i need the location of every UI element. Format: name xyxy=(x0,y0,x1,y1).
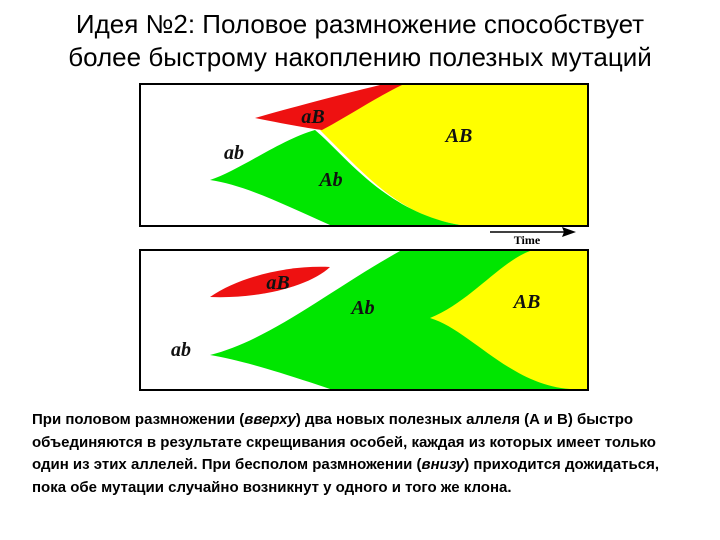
caption-text: ) приходится дожидаться, пока обе мутаци… xyxy=(32,456,659,496)
arrow-head xyxy=(562,227,576,237)
region-aB xyxy=(210,266,330,298)
caption-emphasis: внизу xyxy=(421,456,465,473)
label: ab xyxy=(224,142,244,164)
label: aB xyxy=(301,106,324,128)
diagram: Идея №2: Половое размножение способствуе… xyxy=(68,9,652,391)
region-aB xyxy=(255,85,402,130)
label: AB xyxy=(444,125,473,147)
bottom-panel: aB Ab AB ab xyxy=(139,249,589,391)
label: AB xyxy=(512,291,541,313)
region-AB xyxy=(320,85,587,225)
region-Ab xyxy=(210,130,460,225)
caption-text: ) два новых полезных аллеля (A и B) быст… xyxy=(32,411,656,473)
label: aB xyxy=(266,272,289,294)
label: Ab xyxy=(317,169,342,191)
caption-emphasis: вверху xyxy=(244,411,296,428)
region-AB xyxy=(430,251,587,389)
label: Ab xyxy=(349,297,374,319)
caption-text: При половом размножении ( xyxy=(32,411,245,428)
axis-label: Time xyxy=(514,233,541,247)
top-panel: aB ab AB Ab Time xyxy=(139,83,589,247)
title-line: более быстрому накоплению полезных мутац… xyxy=(68,42,652,72)
title-line: Идея №2: Половое размножение способствуе… xyxy=(76,9,644,39)
caption: При половом размножении (вверху) два нов… xyxy=(32,409,692,499)
label: ab xyxy=(171,339,191,361)
